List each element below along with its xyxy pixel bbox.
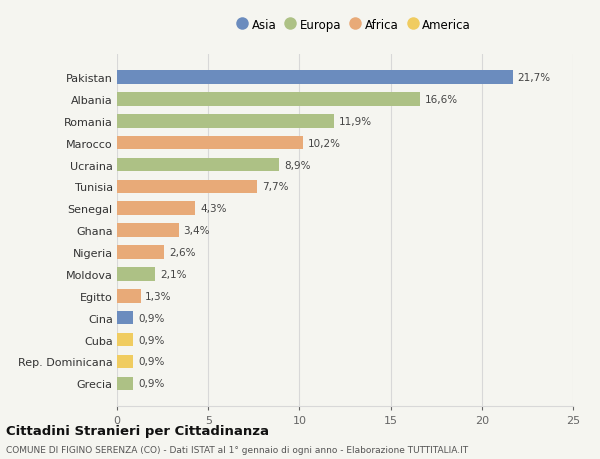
Bar xyxy=(117,289,141,303)
Text: 2,6%: 2,6% xyxy=(169,247,196,257)
Bar xyxy=(117,71,513,84)
Bar xyxy=(117,268,155,281)
Text: 10,2%: 10,2% xyxy=(308,138,341,148)
Text: COMUNE DI FIGINO SERENZA (CO) - Dati ISTAT al 1° gennaio di ogni anno - Elaboraz: COMUNE DI FIGINO SERENZA (CO) - Dati IST… xyxy=(6,445,468,454)
Text: 0,9%: 0,9% xyxy=(138,313,164,323)
Text: Cittadini Stranieri per Cittadinanza: Cittadini Stranieri per Cittadinanza xyxy=(6,424,269,437)
Bar xyxy=(117,93,420,106)
Bar xyxy=(117,333,133,347)
Bar xyxy=(117,355,133,369)
Bar xyxy=(117,136,303,150)
Text: 4,3%: 4,3% xyxy=(200,204,226,214)
Text: 8,9%: 8,9% xyxy=(284,160,310,170)
Text: 7,7%: 7,7% xyxy=(262,182,289,192)
Text: 0,9%: 0,9% xyxy=(138,357,164,367)
Text: 1,3%: 1,3% xyxy=(145,291,172,301)
Text: 2,1%: 2,1% xyxy=(160,269,187,280)
Text: 16,6%: 16,6% xyxy=(424,95,457,105)
Bar xyxy=(117,224,179,237)
Text: 3,4%: 3,4% xyxy=(184,226,210,235)
Bar xyxy=(117,246,164,259)
Bar xyxy=(117,202,196,216)
Legend: Asia, Europa, Africa, America: Asia, Europa, Africa, America xyxy=(234,15,475,35)
Text: 0,9%: 0,9% xyxy=(138,379,164,388)
Bar xyxy=(117,377,133,390)
Bar xyxy=(117,311,133,325)
Bar xyxy=(117,180,257,194)
Text: 0,9%: 0,9% xyxy=(138,335,164,345)
Bar xyxy=(117,115,334,128)
Text: 11,9%: 11,9% xyxy=(338,117,372,127)
Text: 21,7%: 21,7% xyxy=(517,73,550,83)
Bar xyxy=(117,158,280,172)
